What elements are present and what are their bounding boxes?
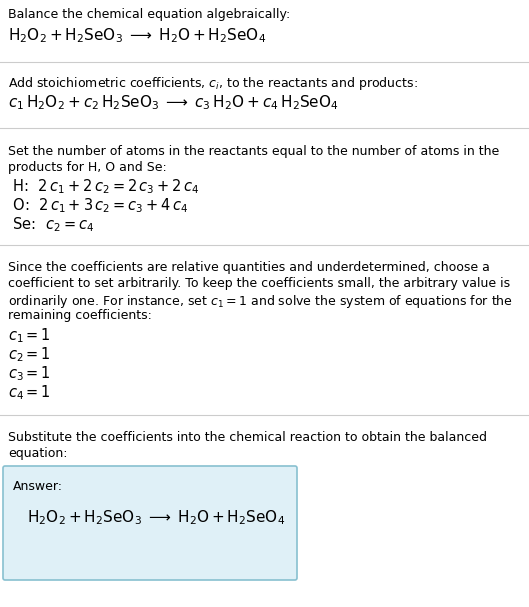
Text: $\mathrm{H_2O_2 + H_2SeO_3 \;\longrightarrow\; H_2O + H_2SeO_4}$: $\mathrm{H_2O_2 + H_2SeO_3 \;\longrighta… xyxy=(8,26,266,45)
Text: coefficient to set arbitrarily. To keep the coefficients small, the arbitrary va: coefficient to set arbitrarily. To keep … xyxy=(8,277,510,290)
Text: $c_1 = 1$: $c_1 = 1$ xyxy=(8,326,51,345)
Text: remaining coefficients:: remaining coefficients: xyxy=(8,309,152,322)
FancyBboxPatch shape xyxy=(3,466,297,580)
Text: Add stoichiometric coefficients, $c_i$, to the reactants and products:: Add stoichiometric coefficients, $c_i$, … xyxy=(8,75,418,92)
Text: O:  $2\,c_1 + 3\,c_2 = c_3 + 4\,c_4$: O: $2\,c_1 + 3\,c_2 = c_3 + 4\,c_4$ xyxy=(8,196,188,215)
Text: products for H, O and Se:: products for H, O and Se: xyxy=(8,161,167,174)
Text: equation:: equation: xyxy=(8,447,68,460)
Text: $c_4 = 1$: $c_4 = 1$ xyxy=(8,383,51,402)
Text: Balance the chemical equation algebraically:: Balance the chemical equation algebraica… xyxy=(8,8,290,21)
Text: $\mathrm{H_2O_2 + H_2SeO_3 \;\longrightarrow\; H_2O + H_2SeO_4}$: $\mathrm{H_2O_2 + H_2SeO_3 \;\longrighta… xyxy=(27,508,285,527)
Text: Set the number of atoms in the reactants equal to the number of atoms in the: Set the number of atoms in the reactants… xyxy=(8,145,499,158)
Text: Se:  $c_2 = c_4$: Se: $c_2 = c_4$ xyxy=(8,215,94,234)
Text: $c_1\,\mathrm{H_2O_2} + c_2\,\mathrm{H_2SeO_3} \;\longrightarrow\; c_3\,\mathrm{: $c_1\,\mathrm{H_2O_2} + c_2\,\mathrm{H_2… xyxy=(8,93,339,112)
Text: H:  $2\,c_1 + 2\,c_2 = 2\,c_3 + 2\,c_4$: H: $2\,c_1 + 2\,c_2 = 2\,c_3 + 2\,c_4$ xyxy=(8,177,199,195)
Text: ordinarily one. For instance, set $c_1 = 1$ and solve the system of equations fo: ordinarily one. For instance, set $c_1 =… xyxy=(8,293,513,310)
Text: Since the coefficients are relative quantities and underdetermined, choose a: Since the coefficients are relative quan… xyxy=(8,261,490,274)
Text: Substitute the coefficients into the chemical reaction to obtain the balanced: Substitute the coefficients into the che… xyxy=(8,431,487,444)
Text: $c_3 = 1$: $c_3 = 1$ xyxy=(8,364,51,382)
Text: $c_2 = 1$: $c_2 = 1$ xyxy=(8,345,51,364)
Text: Answer:: Answer: xyxy=(13,480,63,493)
